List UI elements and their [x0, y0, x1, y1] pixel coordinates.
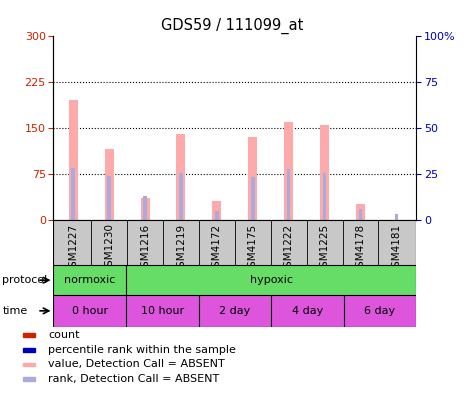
Bar — [284, 122, 293, 220]
Text: GDS59 / 111099_at: GDS59 / 111099_at — [161, 18, 304, 34]
Text: count: count — [48, 330, 80, 340]
Text: GSM1216: GSM1216 — [140, 223, 150, 274]
Text: time: time — [2, 306, 27, 316]
Text: 2 day: 2 day — [219, 306, 251, 316]
Text: 6 day: 6 day — [365, 306, 395, 316]
Bar — [213, 201, 221, 220]
Bar — [179, 173, 183, 220]
Text: GSM1225: GSM1225 — [319, 223, 330, 274]
Text: GSM1222: GSM1222 — [284, 223, 294, 274]
Bar — [177, 134, 186, 220]
Bar — [53, 295, 416, 327]
Text: percentile rank within the sample: percentile rank within the sample — [48, 345, 236, 355]
Text: value, Detection Call = ABSENT: value, Detection Call = ABSENT — [48, 360, 225, 369]
Text: GSM1230: GSM1230 — [104, 223, 114, 273]
Bar — [107, 175, 111, 220]
Text: 10 hour: 10 hour — [141, 306, 184, 316]
Bar — [251, 177, 254, 220]
Text: GSM1219: GSM1219 — [176, 223, 186, 274]
Text: hypoxic: hypoxic — [250, 275, 292, 285]
Bar — [23, 348, 34, 352]
Text: rank, Detection Call = ABSENT: rank, Detection Call = ABSENT — [48, 374, 219, 384]
Bar — [53, 220, 416, 265]
Bar — [143, 196, 147, 220]
Bar — [69, 100, 78, 220]
Text: GSM4181: GSM4181 — [392, 223, 401, 274]
Bar — [248, 137, 257, 220]
Text: protocol: protocol — [2, 275, 47, 285]
Bar — [105, 149, 113, 220]
Bar — [23, 333, 34, 337]
Bar — [323, 173, 326, 220]
Bar — [23, 377, 34, 381]
Bar — [356, 204, 365, 220]
Bar — [215, 211, 219, 220]
Text: GSM4175: GSM4175 — [248, 223, 258, 274]
Bar — [53, 265, 416, 295]
Text: GSM1227: GSM1227 — [68, 223, 78, 274]
Bar — [23, 363, 34, 366]
Bar — [320, 125, 329, 220]
Bar — [395, 213, 398, 220]
Text: GSM4178: GSM4178 — [356, 223, 365, 274]
Text: normoxic: normoxic — [64, 275, 115, 285]
Text: 0 hour: 0 hour — [72, 306, 108, 316]
Bar — [287, 169, 291, 220]
Bar — [72, 168, 75, 220]
Text: GSM4172: GSM4172 — [212, 223, 222, 274]
Bar — [359, 209, 362, 220]
Bar — [140, 198, 150, 220]
Text: 4 day: 4 day — [292, 306, 323, 316]
